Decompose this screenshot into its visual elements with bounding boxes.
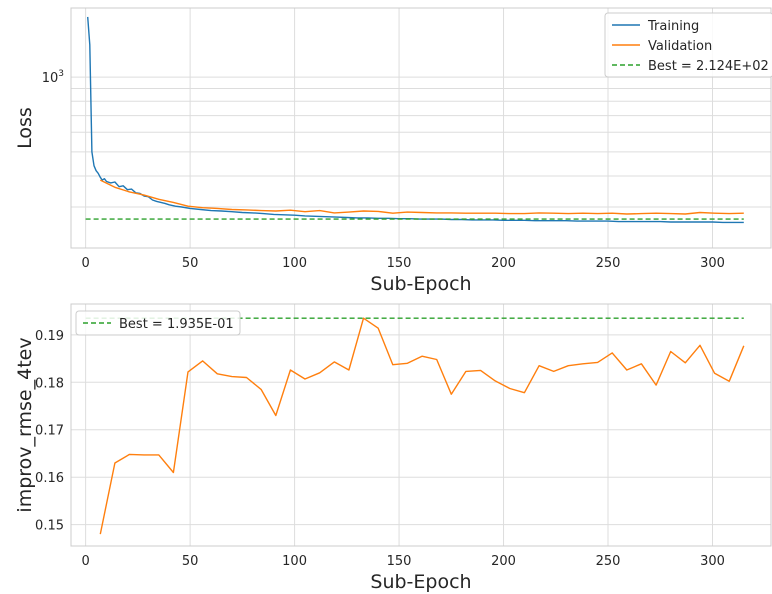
x-axis-label: Sub-Epoch [370, 273, 471, 295]
x-tick-label: 50 [182, 554, 199, 569]
plot-frame [70, 303, 772, 547]
legend: Training Validation Best = 2.124E+02 [604, 12, 772, 78]
x-tick-label: 200 [491, 554, 516, 569]
legend-label: Best = 1.935E-01 [119, 317, 234, 332]
plot-frame [70, 7, 772, 249]
x-tick-label: 150 [387, 554, 412, 569]
y-tick-label: 0.16 [35, 471, 64, 486]
series-line-training-0 [87, 16, 744, 224]
x-tick-label: 150 [387, 256, 412, 271]
x-tick-label: 0 [81, 256, 89, 271]
legend-box [604, 12, 772, 78]
chart-panel-2: 0 50 100 150 200 250 300 0.15 0.16 0.17 0.18 0.19 Be… [14, 303, 772, 593]
legend-box [75, 310, 241, 336]
y-tick-label: 103 [42, 69, 64, 86]
legend-label: Training [647, 19, 699, 34]
chart-panel-1: 0 50 100 150 200 250 300 103 Training Validation B… [14, 7, 772, 295]
y-axis-label: improv_rmse_4tev [14, 337, 36, 512]
y-tick-label: 0.15 [35, 519, 64, 534]
x-tick-label: 300 [700, 554, 725, 569]
x-tick-label: 100 [282, 554, 307, 569]
x-axis-label: Sub-Epoch [370, 571, 471, 593]
legend-label: Best = 2.124E+02 [648, 59, 769, 74]
series-line-series-0 [99, 317, 745, 535]
y-tick-label: 0.18 [35, 376, 64, 391]
y-axis-label: Loss [14, 107, 36, 149]
x-tick-label: 250 [596, 256, 621, 271]
x-tick-label: 250 [596, 554, 621, 569]
x-tick-label: 100 [282, 256, 307, 271]
series-line-validation-1 [99, 179, 744, 215]
y-tick-label: 0.17 [35, 424, 64, 439]
x-tick-label: 0 [81, 554, 89, 569]
legend-label: Validation [648, 39, 712, 54]
x-tick-label: 50 [182, 256, 199, 271]
y-tick-label: 0.19 [35, 329, 64, 344]
x-tick-label: 300 [700, 256, 725, 271]
x-tick-label: 200 [491, 256, 516, 271]
legend: Best = 1.935E-01 [75, 310, 241, 336]
